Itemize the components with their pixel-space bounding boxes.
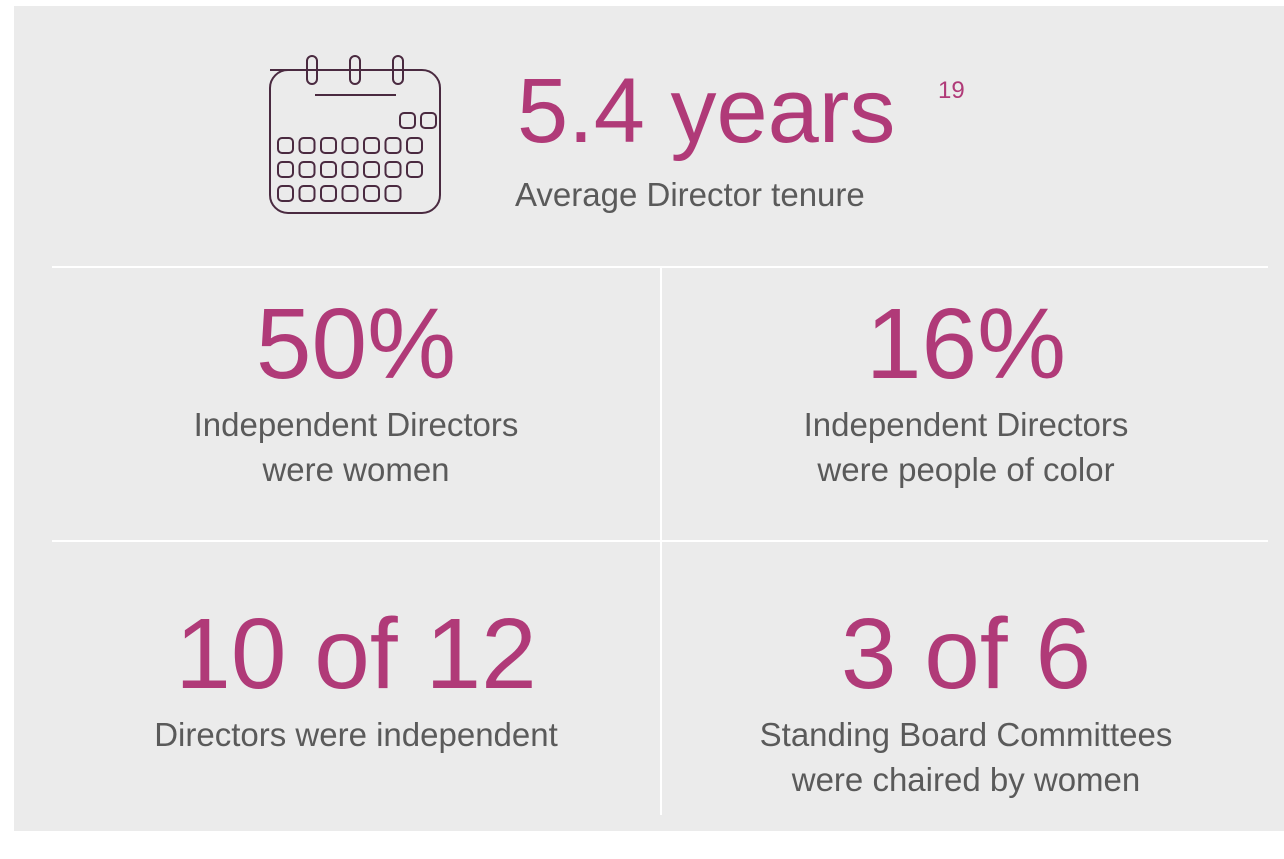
header-label: Average Director tenure xyxy=(515,176,865,213)
calendar-day xyxy=(320,137,337,154)
calendar-day xyxy=(341,185,359,202)
stat-value: 3 of 6 xyxy=(841,598,1091,710)
calendar-day xyxy=(277,137,294,154)
calendar-icon xyxy=(269,55,441,214)
stat-label: Directors were independent xyxy=(154,716,558,753)
stat-label: were chaired by women xyxy=(791,761,1141,798)
stat-label: were people of color xyxy=(816,451,1114,488)
stat-value: 16% xyxy=(866,288,1066,400)
stat-value: 50% xyxy=(256,288,456,400)
header-stat: 5.4 years xyxy=(517,60,895,162)
calendar-day xyxy=(420,112,437,129)
calendar-day xyxy=(363,161,380,178)
calendar-day xyxy=(298,137,316,154)
calendar-day xyxy=(363,137,380,154)
calendar-day xyxy=(384,137,402,154)
calendar-day xyxy=(384,185,402,202)
stat-value: 10 of 12 xyxy=(175,598,536,710)
stat-label: Standing Board Committees xyxy=(760,716,1173,753)
stat-label: Independent Directors xyxy=(194,406,519,443)
calendar-day xyxy=(277,161,294,178)
calendar-day xyxy=(341,161,359,178)
calendar-day xyxy=(320,185,337,202)
calendar-day xyxy=(320,161,337,178)
calendar-day xyxy=(277,185,294,202)
calendar-day xyxy=(384,161,402,178)
calendar-day xyxy=(406,161,423,178)
calendar-day xyxy=(298,161,316,178)
stat-label: were women xyxy=(261,451,449,488)
calendar-day xyxy=(399,112,416,129)
panel xyxy=(14,6,1284,831)
stats: 50% Independent Directors were women 16% Ind… xyxy=(154,288,1172,798)
calendar-day xyxy=(363,185,380,202)
calendar-day xyxy=(341,137,359,154)
calendar-day xyxy=(406,137,423,154)
calendar-day xyxy=(298,185,316,202)
stat-label: Independent Directors xyxy=(804,406,1129,443)
footnote: 19 xyxy=(938,77,965,104)
